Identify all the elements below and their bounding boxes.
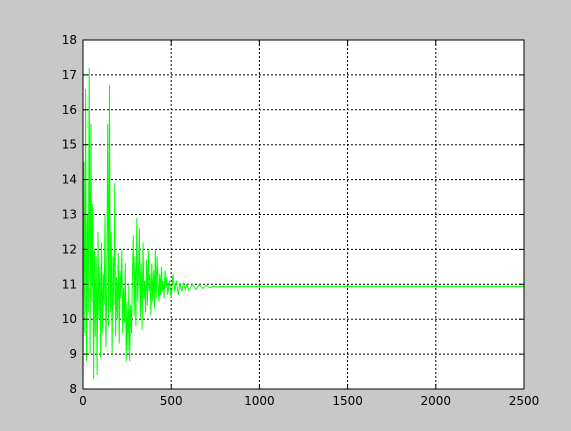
y-tick-label: 10 [62,312,77,326]
y-tick-label: 12 [62,242,77,256]
x-tick-label: 500 [160,394,183,408]
y-tick-label: 16 [62,103,77,117]
y-tick-label: 9 [69,347,77,361]
y-tick-label: 15 [62,138,77,152]
x-tick-label: 2000 [421,394,452,408]
x-tick-label: 1500 [332,394,363,408]
x-tick-label: 2500 [509,394,540,408]
series-line [82,67,524,383]
x-axis: 0 500 1000 1500 2000 2500 [79,394,539,408]
series-layer [82,67,524,383]
line-chart: 0 500 1000 1500 2000 2500 8 9 10 11 12 13 14 15 16 17 1… [62,33,540,408]
grid-lines [83,40,524,389]
y-tick-label: 18 [62,33,77,47]
y-tick-label: 11 [62,277,77,291]
y-axis: 8 9 10 11 12 13 14 15 16 17 18 [62,33,77,396]
axis-ticks [82,39,525,390]
y-tick-label: 13 [62,208,77,222]
y-tick-label: 14 [62,173,77,187]
x-tick-label: 1000 [244,394,275,408]
x-tick-label: 0 [79,394,87,408]
y-tick-label: 8 [69,382,77,396]
y-tick-label: 17 [62,68,77,82]
